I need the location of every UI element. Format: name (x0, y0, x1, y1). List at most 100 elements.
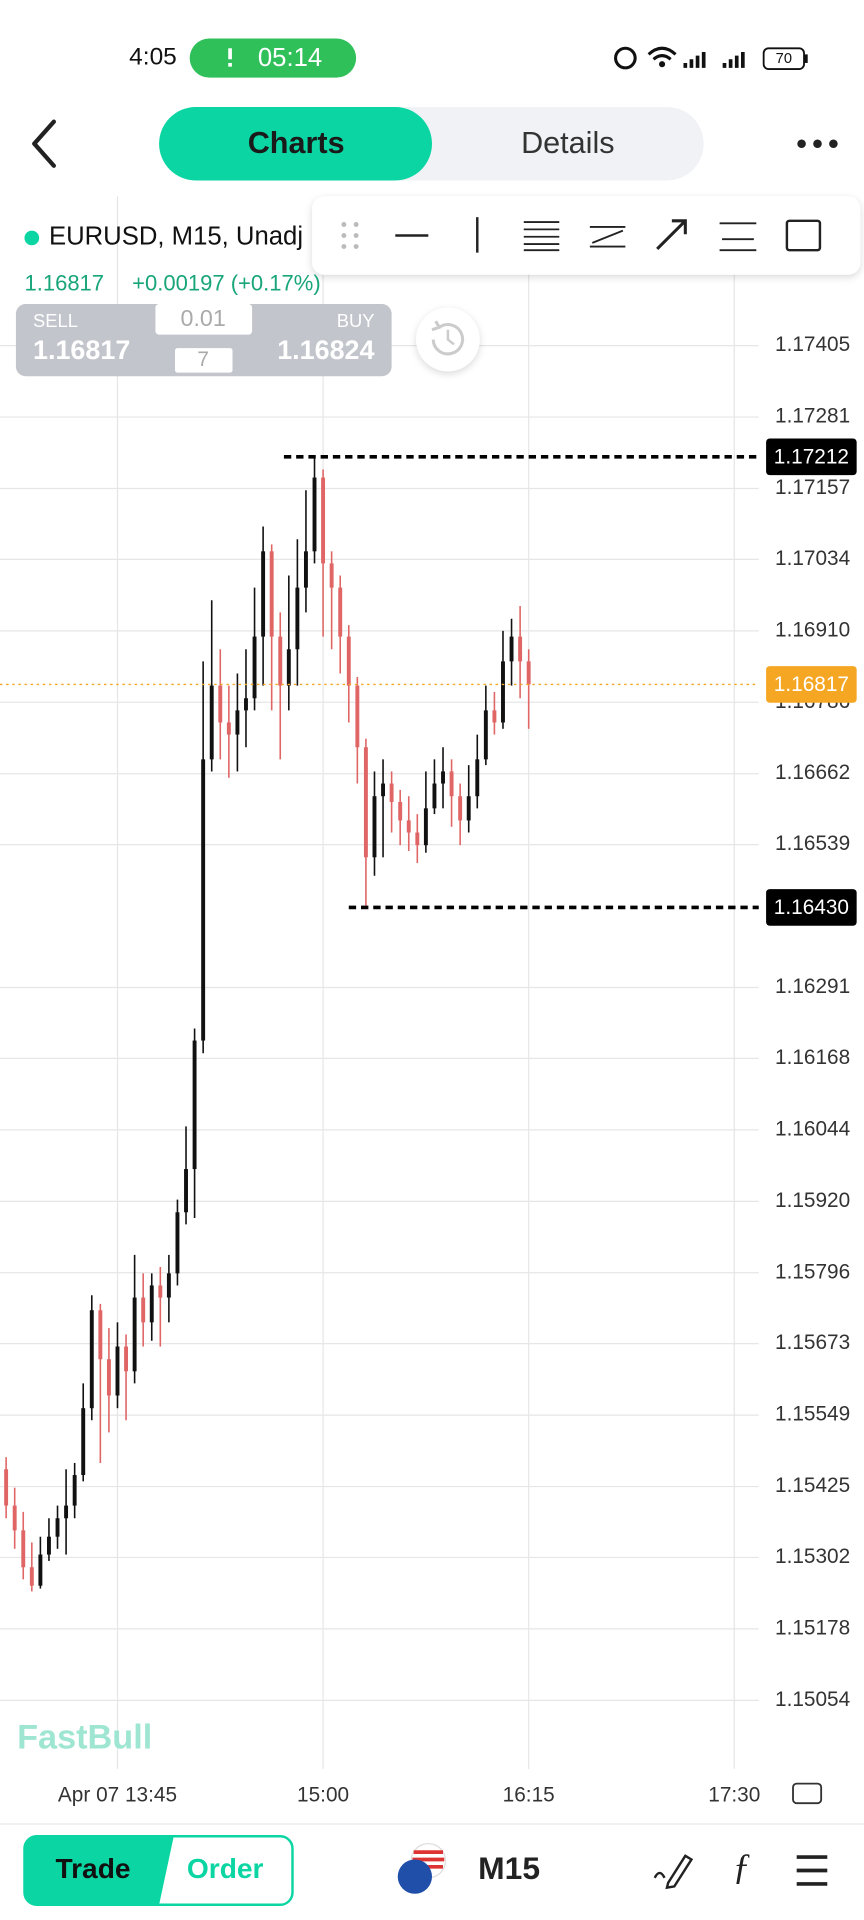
wifi-dot (659, 61, 666, 68)
tool-range[interactable] (719, 222, 757, 252)
draw-button[interactable] (653, 1854, 694, 1890)
candle-body (475, 759, 480, 797)
y-tick-label: 1.15054 (775, 1688, 850, 1711)
fullscreen-icon[interactable] (792, 1782, 823, 1805)
candle-body (415, 832, 420, 846)
candle-body (269, 551, 274, 637)
y-tick-label: 1.15673 (775, 1331, 850, 1354)
candle-body (321, 477, 326, 564)
refresh-icon (431, 320, 465, 356)
flag-eu (397, 1859, 432, 1894)
y-tick-label: 1.16662 (775, 761, 850, 784)
candle-body (432, 783, 437, 809)
candle-body (4, 1469, 9, 1506)
y-tick-label: 1.15920 (775, 1189, 850, 1212)
trade-order-toggle: Trade Order (23, 1835, 294, 1906)
indicator-button[interactable]: ƒ (732, 1846, 750, 1887)
tool-channel[interactable] (589, 226, 626, 248)
tool-rect[interactable] (785, 219, 822, 252)
lot-box (155, 304, 253, 335)
watermark: FastBull (17, 1719, 152, 1757)
candle-body (303, 551, 308, 588)
candle-body (346, 636, 351, 686)
candle-body (389, 783, 394, 802)
y-tick-label: 1.15302 (775, 1545, 850, 1568)
x-tick-label: 16:15 (503, 1783, 555, 1806)
back-button[interactable] (32, 119, 56, 168)
candle-body (166, 1273, 171, 1298)
candle-body (295, 587, 300, 650)
price-label-bg (766, 438, 857, 476)
plot-area: Apr 07 13:45 15:00 16:15 17:30 (0, 196, 760, 1806)
price-label: 1.17212 (774, 446, 849, 469)
candle-body (21, 1530, 26, 1568)
drawing-toolbar (312, 196, 861, 275)
candle-body (363, 747, 368, 858)
y-tick-label: 1.16168 (775, 1046, 850, 1069)
trade-box-bg (15, 304, 392, 377)
trade-box[interactable]: SELL 1.16817 BUY 1.16824 0.01 7 (15, 304, 392, 377)
tool-arrow[interactable] (656, 219, 687, 251)
candle-body (466, 796, 471, 821)
candle-body (226, 722, 231, 735)
candle-body (449, 771, 454, 797)
candle-body (72, 1475, 77, 1506)
y-tick-label: 1.16291 (775, 975, 850, 998)
wifi-icon (647, 46, 677, 61)
order-button[interactable]: Order (187, 1853, 264, 1884)
tab-charts[interactable]: Charts (248, 126, 345, 160)
y-tick-label: 1.16539 (775, 832, 850, 855)
candle-body (518, 636, 523, 662)
y-tick-label: 1.16910 (775, 618, 850, 641)
candle-body (55, 1518, 60, 1537)
price-label: 1.16817 (774, 673, 849, 696)
quote-change: +0.00197 (+0.17%) (132, 270, 321, 295)
candle-body (398, 801, 403, 821)
candle-body (98, 1310, 103, 1360)
y-tick-label: 1.15549 (775, 1403, 850, 1426)
tab-active[interactable] (159, 107, 432, 181)
candle-body (483, 710, 488, 760)
trade-bg (24, 1836, 174, 1905)
buy-price[interactable]: 1.16824 (277, 335, 374, 365)
timer: 05:14 (258, 44, 322, 72)
lot-size[interactable]: 0.01 (181, 305, 226, 331)
candle-body (458, 796, 463, 821)
refresh-button[interactable] (416, 307, 480, 372)
battery-level: 70 (776, 51, 792, 67)
candle-body (244, 698, 248, 711)
tool-fib[interactable] (523, 221, 560, 252)
timeframe[interactable]: M15 (478, 1850, 540, 1886)
candle-body (46, 1536, 51, 1555)
sell-price[interactable]: 1.16817 (33, 335, 130, 365)
y-tick-label: 1.17281 (775, 405, 850, 428)
candle-body (106, 1359, 111, 1396)
price-label-bg (766, 666, 857, 703)
candle-body (38, 1554, 43, 1586)
menu-button[interactable] (796, 1855, 828, 1886)
tab-details[interactable]: Details (521, 126, 614, 160)
clock: 4:05 (129, 44, 177, 71)
drag-handle[interactable] (341, 222, 359, 249)
qty-box (175, 348, 233, 373)
candle-body (372, 796, 377, 858)
candle-body (338, 587, 343, 637)
candle-body (423, 808, 428, 846)
candle-body (526, 661, 531, 685)
candle-body (149, 1285, 154, 1323)
y-tick-label: 1.17405 (775, 333, 850, 356)
candle-body (381, 783, 386, 797)
status-dot (24, 230, 40, 246)
more-button[interactable] (797, 139, 838, 149)
candle-body (501, 661, 505, 723)
candle-body (29, 1567, 34, 1586)
candle-body (64, 1505, 69, 1519)
quote-price: 1.16817 (24, 270, 104, 295)
candle-body (209, 685, 214, 760)
trade-button[interactable]: Trade (55, 1853, 130, 1884)
alert-icon-dot (228, 62, 232, 67)
candle-body (132, 1297, 137, 1372)
candle-body (141, 1297, 146, 1323)
